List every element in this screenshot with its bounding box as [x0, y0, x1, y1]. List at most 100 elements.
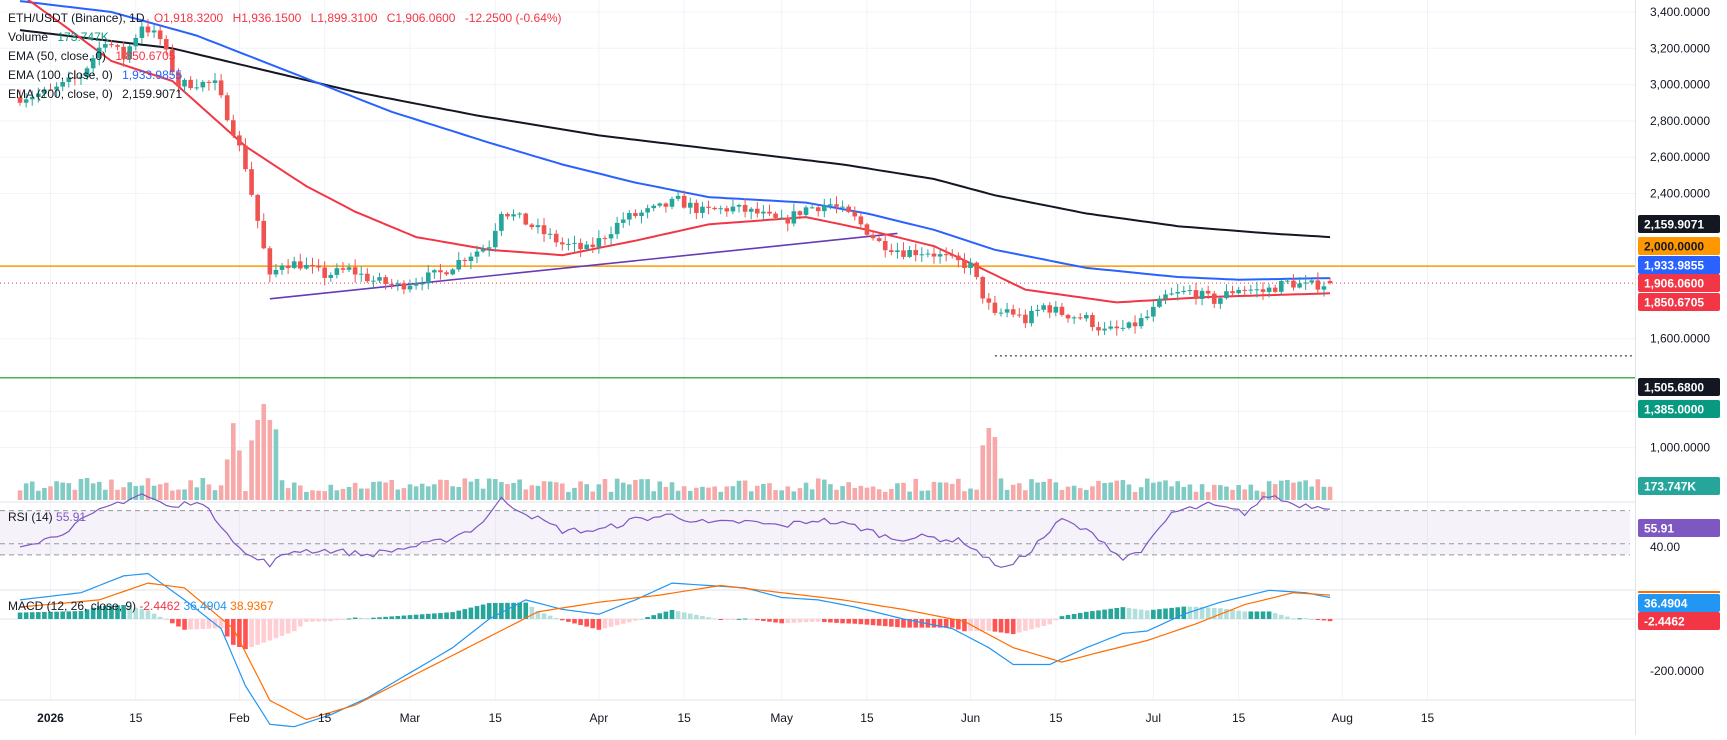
candle[interactable]	[797, 210, 803, 220]
candle[interactable]	[992, 295, 998, 316]
candle[interactable]	[590, 237, 596, 253]
candle[interactable]	[1236, 286, 1241, 295]
candle[interactable]	[864, 222, 870, 237]
macd-legend[interactable]: MACD (12, 26, close, 9) -2.4462 36.4904 …	[8, 599, 274, 613]
candle[interactable]	[340, 261, 346, 274]
candle[interactable]	[1315, 272, 1321, 295]
candle[interactable]	[1169, 287, 1174, 296]
ema100-legend[interactable]: EMA (100, close, 0) 1,933.9855	[8, 66, 568, 85]
candle[interactable]	[651, 203, 657, 212]
candle[interactable]	[480, 244, 486, 253]
candle[interactable]	[474, 245, 480, 264]
ema100-line[interactable]	[19, 0, 1331, 281]
candle[interactable]	[486, 240, 492, 257]
candle[interactable]	[285, 258, 291, 274]
candle[interactable]	[761, 205, 766, 220]
candle[interactable]	[103, 41, 108, 53]
candle[interactable]	[273, 264, 279, 278]
ema200-line[interactable]	[19, 29, 1331, 239]
candle[interactable]	[194, 79, 200, 91]
macd-pane[interactable]	[0, 572, 1635, 728]
rsi-legend[interactable]: RSI (14) 55.91	[8, 510, 86, 524]
candle[interactable]	[742, 198, 748, 218]
candle[interactable]	[913, 243, 919, 262]
candle[interactable]	[163, 35, 169, 56]
candle[interactable]	[834, 196, 839, 214]
candle[interactable]	[1175, 283, 1181, 301]
candle[interactable]	[243, 138, 248, 172]
ema50-legend[interactable]: EMA (50, close, 0) 1,850.6705	[8, 47, 568, 66]
time-axis[interactable]: 2026 15 Feb 15 Mar 15 Apr 15 May 15 Jun 15 Jul 15 Aug 1…	[37, 711, 1434, 725]
candle[interactable]	[1187, 285, 1193, 296]
candle[interactable]	[84, 66, 90, 80]
candle[interactable]	[907, 246, 912, 259]
volume-badge[interactable]: 173.747K	[1638, 477, 1720, 495]
candle[interactable]	[310, 257, 315, 274]
candle[interactable]	[182, 78, 187, 94]
candle[interactable]	[523, 212, 529, 226]
candle[interactable]	[1138, 313, 1144, 329]
candle[interactable]	[712, 206, 717, 211]
price-axis[interactable]: 3,400.0000 3,200.0000 3,000.0000 2,800.0000…	[1636, 0, 1727, 735]
candle[interactable]	[1272, 284, 1278, 293]
volume-legend[interactable]: Volume 173.747K	[8, 28, 568, 47]
candle[interactable]	[133, 34, 139, 51]
candle[interactable]	[371, 275, 376, 288]
candle[interactable]	[499, 211, 504, 237]
candle[interactable]	[72, 69, 78, 86]
candle[interactable]	[553, 229, 559, 247]
candle[interactable]	[560, 237, 565, 251]
candle[interactable]	[1266, 283, 1272, 298]
candle[interactable]	[1157, 295, 1162, 308]
candle[interactable]	[687, 197, 693, 215]
candle[interactable]	[858, 212, 864, 229]
candle[interactable]	[511, 209, 516, 221]
candle[interactable]	[1254, 281, 1260, 298]
candle[interactable]	[1224, 284, 1229, 300]
candle[interactable]	[176, 68, 181, 94]
candle[interactable]	[334, 263, 340, 279]
candle[interactable]	[200, 79, 206, 92]
candle[interactable]	[212, 73, 218, 91]
candle[interactable]	[1114, 320, 1120, 336]
candle[interactable]	[748, 207, 754, 220]
candle[interactable]	[596, 230, 602, 254]
candle[interactable]	[230, 114, 236, 138]
candle[interactable]	[1285, 278, 1290, 284]
candle[interactable]	[157, 25, 163, 45]
candle[interactable]	[572, 235, 577, 252]
candle[interactable]	[852, 206, 858, 221]
candle[interactable]	[846, 204, 851, 214]
trendline[interactable]	[269, 232, 898, 300]
candle[interactable]	[980, 275, 986, 304]
candle[interactable]	[937, 249, 943, 264]
candle[interactable]	[1126, 321, 1132, 330]
candle[interactable]	[645, 204, 650, 219]
candle[interactable]	[456, 252, 462, 272]
candle[interactable]	[919, 247, 925, 262]
macd-hist-badge[interactable]: -2.4462	[1638, 612, 1720, 630]
candle[interactable]	[322, 261, 327, 286]
candle[interactable]	[724, 205, 730, 217]
candle[interactable]	[773, 211, 778, 220]
candle[interactable]	[413, 277, 419, 290]
candle[interactable]	[1120, 319, 1126, 332]
candle[interactable]	[700, 201, 705, 219]
rsi-badge[interactable]: 55.91	[1638, 519, 1720, 537]
candle[interactable]	[1035, 304, 1040, 317]
candle[interactable]	[291, 256, 297, 270]
candle[interactable]	[42, 86, 47, 98]
candle[interactable]	[627, 210, 632, 226]
candle[interactable]	[1041, 303, 1046, 313]
candle[interactable]	[1132, 315, 1138, 334]
candle[interactable]	[1096, 321, 1101, 336]
candle[interactable]	[1010, 304, 1016, 318]
candle[interactable]	[1151, 301, 1156, 322]
candle[interactable]	[949, 248, 955, 259]
candle[interactable]	[681, 190, 687, 209]
candle[interactable]	[1327, 277, 1333, 285]
candle[interactable]	[779, 209, 784, 220]
candle[interactable]	[1108, 320, 1113, 331]
candle[interactable]	[547, 228, 553, 240]
